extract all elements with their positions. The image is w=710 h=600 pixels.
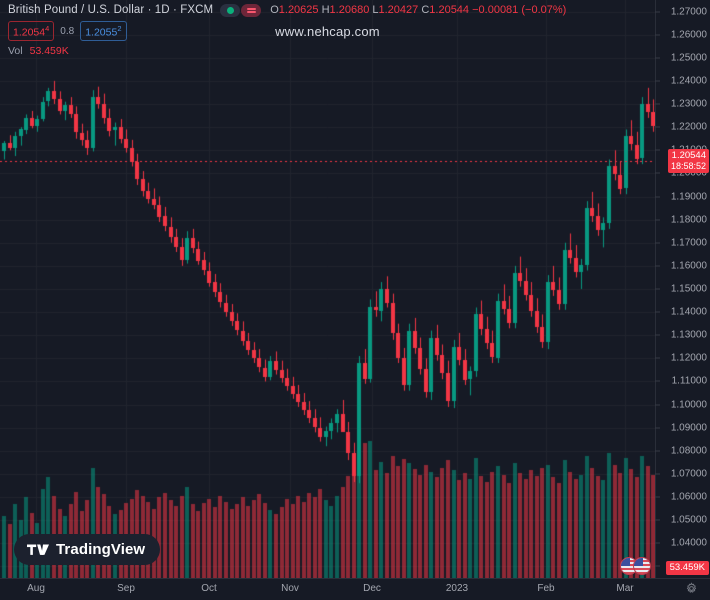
time-tick-label: Mar (616, 583, 634, 594)
time-tick-label: Feb (537, 583, 555, 594)
price-scale[interactable]: 1.27000 1.26000 1.25000 1.24000 1.23000 1.220… (655, 0, 710, 578)
price-tick-mark (655, 219, 660, 221)
bar-countdown: 18:58:52 (670, 160, 706, 171)
price-tick-mark (655, 519, 660, 521)
time-tick-label: 2023 (445, 583, 469, 594)
price-tick-mark (655, 80, 660, 82)
price-tick-label: 1.13000 (670, 329, 707, 341)
candlestick-canvas (0, 0, 655, 578)
us-economic-event-flags[interactable] (620, 557, 654, 575)
tradingview-logo[interactable]: TradingView (14, 534, 161, 565)
price-tick-mark (655, 11, 660, 13)
price-tick-label: 1.27000 (670, 6, 707, 18)
price-tick-label: 1.05000 (670, 514, 707, 526)
price-tick-mark (655, 126, 660, 128)
gear-icon[interactable] (685, 582, 698, 595)
price-tick-mark (655, 380, 660, 382)
current-price-label[interactable]: 1.20544 18:58:52 (667, 148, 709, 173)
price-tick-mark (655, 496, 660, 498)
time-tick-label: Dec (363, 583, 381, 594)
price-tick-mark (655, 311, 660, 313)
tradingview-logo-text: TradingView (56, 541, 146, 558)
price-tick-label: 1.15000 (670, 283, 707, 295)
price-tick-mark (655, 196, 660, 198)
price-tick-label: 1.18000 (670, 214, 707, 226)
price-tick-label: 1.06000 (670, 491, 707, 503)
price-tick-mark (655, 149, 660, 151)
price-tick-label: 1.10000 (670, 399, 707, 411)
price-tick-mark (655, 542, 660, 544)
tradingview-mark-icon (27, 544, 49, 555)
price-tick-mark (655, 34, 660, 36)
price-tick-label: 1.16000 (670, 260, 707, 272)
price-tick-mark (655, 265, 660, 267)
price-tick-label: 1.14000 (670, 306, 707, 318)
price-tick-mark (655, 288, 660, 290)
price-tick-label: 1.07000 (670, 468, 707, 480)
price-tick-mark (655, 450, 660, 452)
price-tick-label: 1.20000 (670, 167, 707, 179)
time-tick-label: Oct (201, 583, 217, 594)
price-tick-label: 1.17000 (670, 237, 707, 249)
price-tick-mark (655, 357, 660, 359)
price-tick-mark (655, 473, 660, 475)
current-price-value: 1.20544 (671, 149, 706, 161)
price-tick-mark (655, 242, 660, 244)
price-tick-mark (655, 565, 660, 567)
price-tick-label: 1.12000 (670, 352, 707, 364)
price-tick-label: 1.19000 (670, 191, 707, 203)
price-tick-label: 1.24000 (670, 75, 707, 87)
price-tick-label: 1.22000 (670, 121, 707, 133)
price-tick-mark (655, 103, 660, 105)
price-tick-label: 1.04000 (670, 537, 707, 549)
price-tick-mark (655, 334, 660, 336)
price-tick-label: 1.23000 (670, 98, 707, 110)
price-tick-mark (655, 427, 660, 429)
time-tick-label: Sep (117, 583, 135, 594)
price-tick-mark (655, 57, 660, 59)
us-flag-icon-2[interactable] (633, 557, 651, 575)
price-tick-mark (655, 172, 660, 174)
price-tick-label: 1.26000 (670, 29, 707, 41)
price-tick-label: 1.25000 (670, 52, 707, 64)
time-scale[interactable]: Aug Sep Oct Nov Dec 2023 Feb Mar (0, 578, 710, 600)
volume-scale-label[interactable]: 53.459K (665, 561, 709, 575)
price-tick-label: 1.11000 (671, 375, 707, 387)
price-tick-label: 1.09000 (670, 422, 707, 434)
time-tick-label: Nov (281, 583, 299, 594)
price-tick-mark (655, 404, 660, 406)
time-tick-label: Aug (27, 583, 45, 594)
chart-plot-area[interactable] (0, 0, 655, 578)
price-tick-label: 1.08000 (670, 445, 707, 457)
